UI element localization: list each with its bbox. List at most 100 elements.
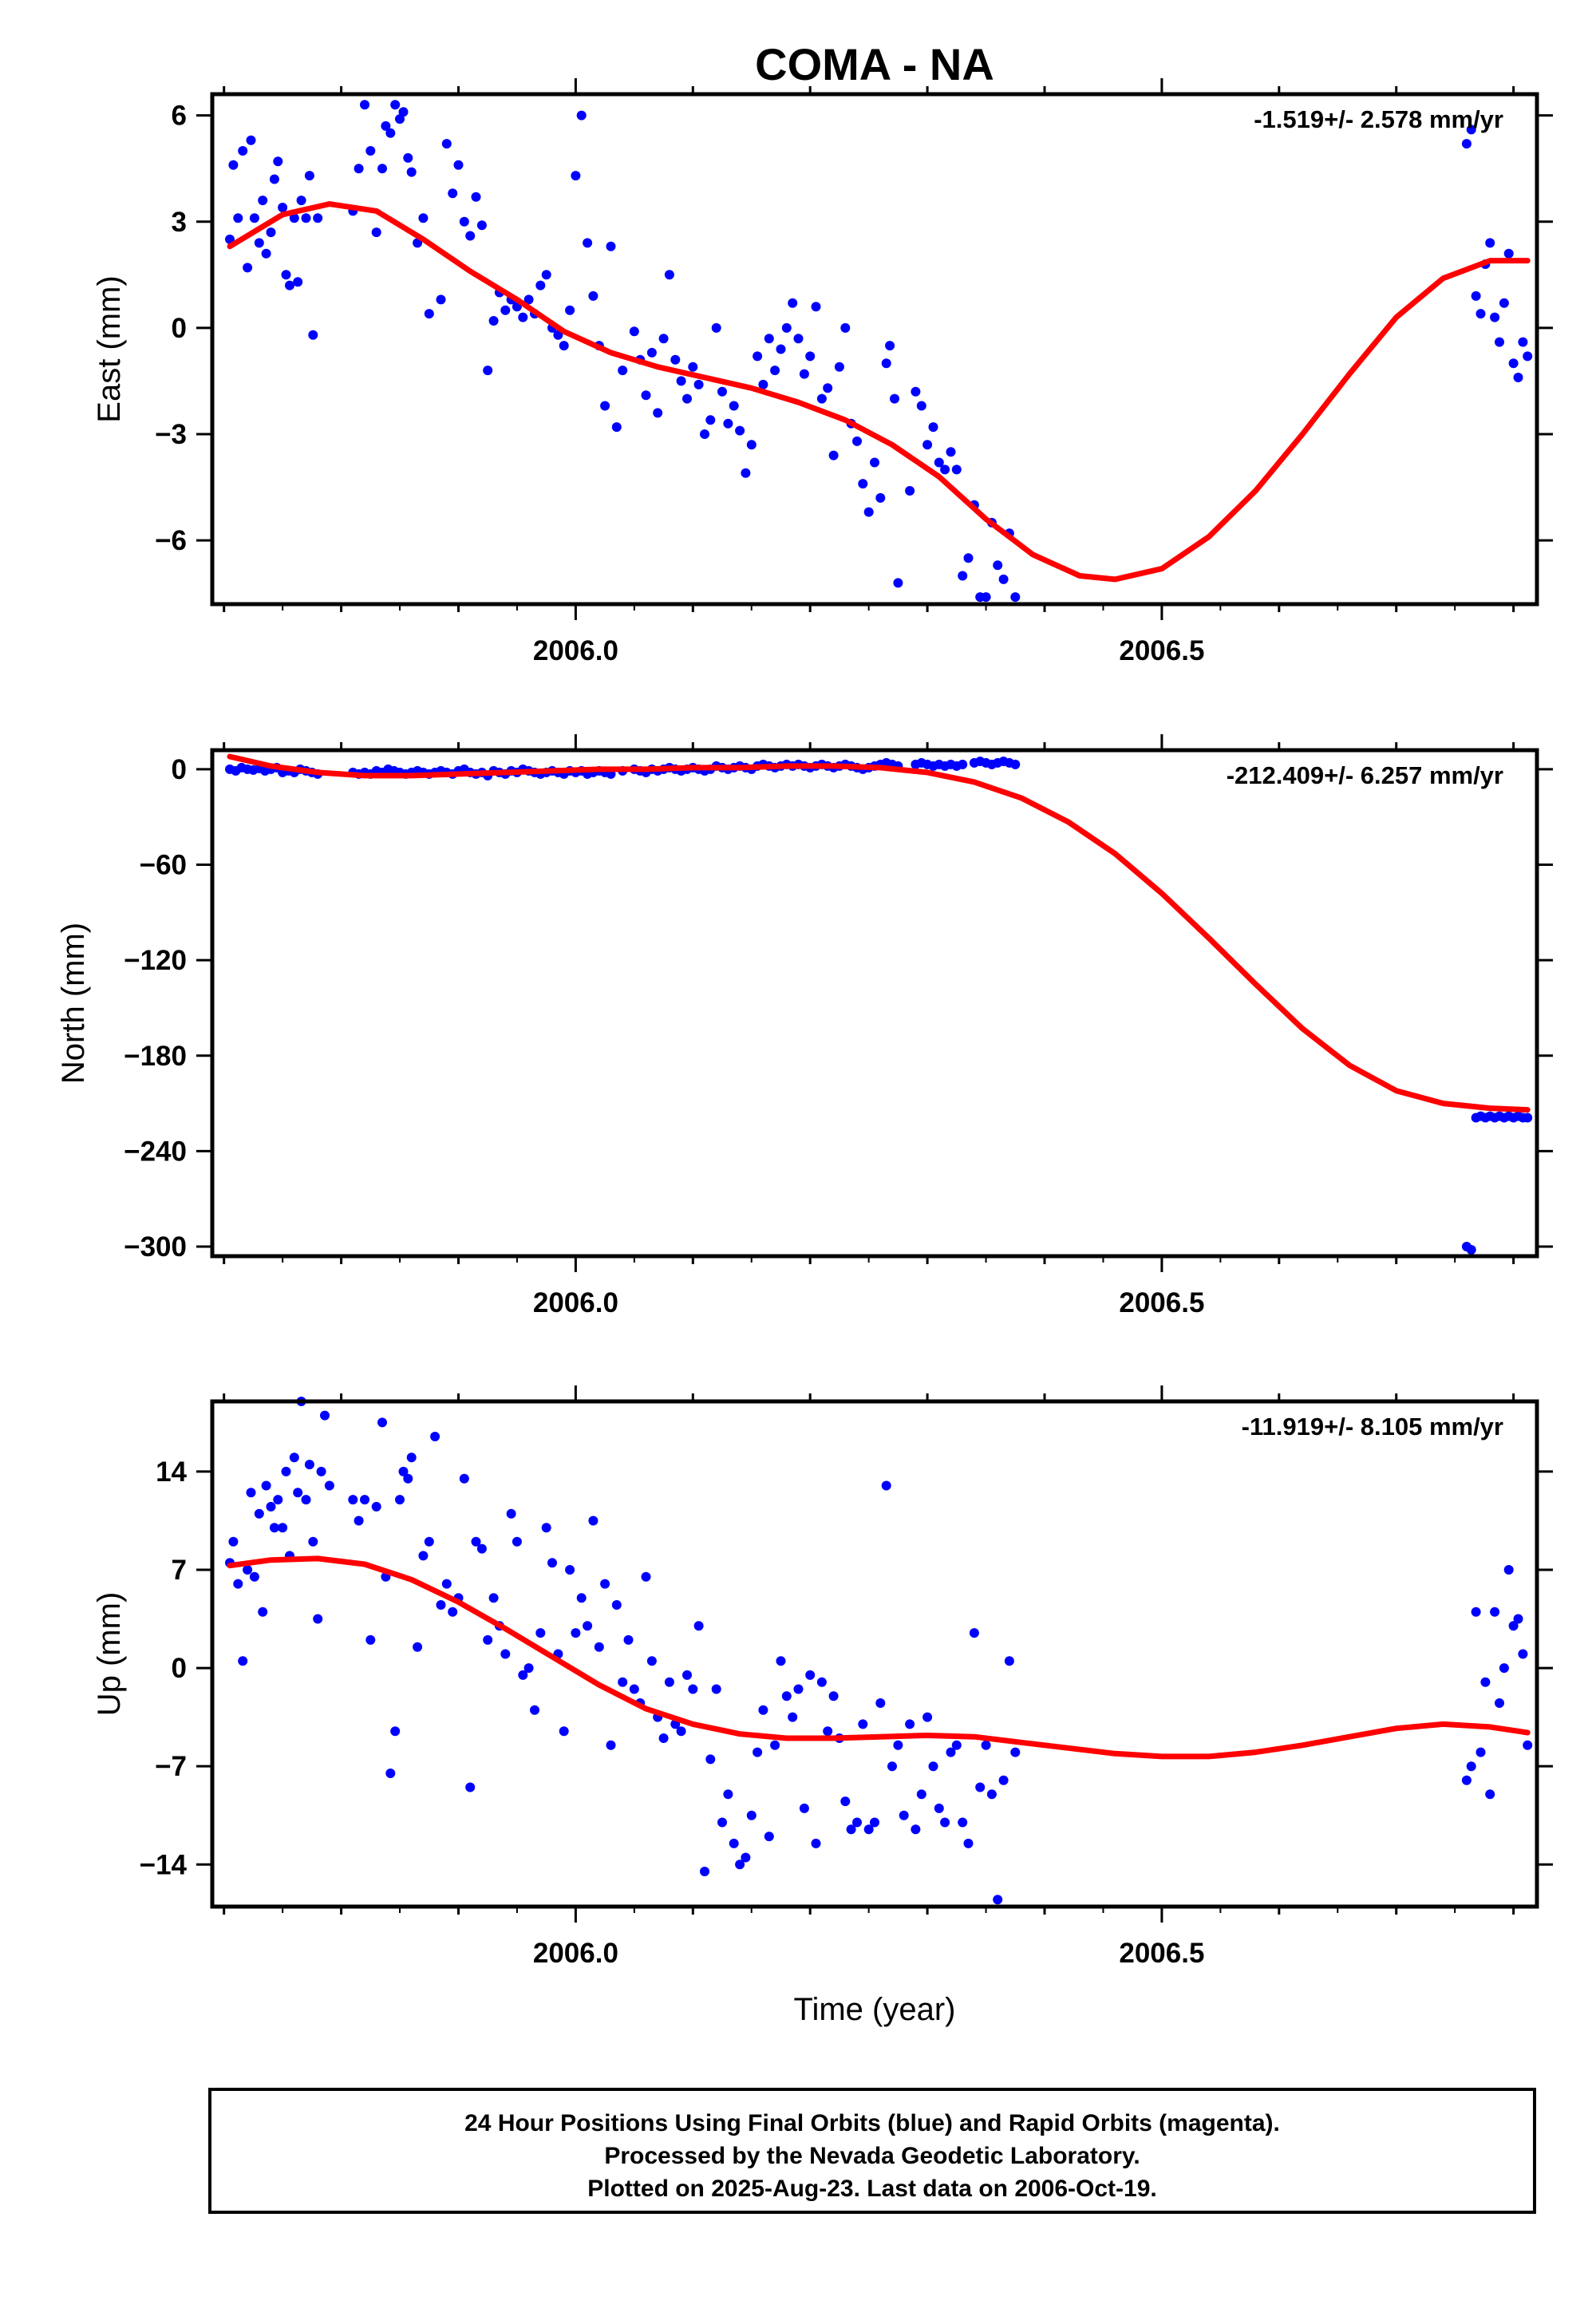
up-data-point (258, 1607, 268, 1617)
east-y-tick-label: −6 (155, 525, 187, 556)
east-data-point (518, 312, 528, 322)
east-data-point (741, 468, 751, 478)
up-data-point (693, 1621, 704, 1631)
east-data-point (228, 160, 239, 170)
east-data-point (588, 290, 598, 301)
up-data-point (398, 1466, 409, 1476)
east-data-point (1508, 358, 1519, 369)
up-data-point (946, 1747, 956, 1757)
east-data-point (875, 492, 886, 503)
east-data-point (354, 164, 364, 174)
up-data-point (729, 1838, 739, 1848)
up-plot-frame (210, 1399, 1539, 1909)
east-data-point (705, 415, 716, 425)
east-data-point (406, 167, 417, 177)
east-data-point (500, 305, 511, 315)
chart-title: COMA - NA (755, 39, 994, 89)
up-data-point (588, 1516, 598, 1526)
up-data-point (846, 1824, 856, 1835)
footer-line-2: Processed by the Nevada Geodetic Laborat… (604, 2143, 1140, 2169)
up-data-point (583, 1621, 593, 1631)
up-data-point (986, 1789, 997, 1800)
up-data-point (793, 1684, 804, 1694)
up-data-point (951, 1740, 962, 1750)
east-data-point (670, 354, 681, 365)
up-data-point (758, 1705, 768, 1715)
up-data-point (441, 1579, 452, 1589)
north-data-point (1523, 1113, 1533, 1123)
up-data-point (476, 1543, 487, 1554)
up-data-point (629, 1684, 639, 1694)
up-data-point (269, 1523, 279, 1533)
up-data-point (518, 1670, 528, 1680)
east-data-point (823, 383, 833, 393)
footer-line-1: 24 Hour Positions Using Final Orbits (bl… (464, 2110, 1280, 2136)
east-data-point (911, 386, 921, 397)
up-data-point (641, 1571, 651, 1582)
east-data-point (916, 401, 926, 411)
north-x-tick-label: 2006.5 (1119, 1287, 1204, 1318)
up-data-point (975, 1782, 986, 1792)
up-data-point (735, 1860, 745, 1870)
east-x-tick-label: 2006.5 (1119, 635, 1204, 666)
up-data-point (523, 1663, 534, 1674)
up-data-point (928, 1761, 938, 1772)
east-data-point (905, 486, 915, 496)
east-data-point (753, 351, 763, 362)
up-data-point (828, 1691, 839, 1701)
panels: 2006.0 2006.5 6 3 0 −3 −6 East (mm) -1.519+/- 2.… (56, 78, 1553, 2027)
east-data-point (1503, 248, 1514, 259)
east-data-point (476, 220, 487, 231)
up-data-point (228, 1536, 239, 1547)
up-data-point (863, 1824, 874, 1835)
up-data-point (313, 1614, 323, 1624)
up-data-point (1480, 1677, 1491, 1687)
east-data-point (805, 351, 816, 362)
east-data-point (934, 457, 944, 468)
east-data-point (571, 171, 581, 181)
up-data-point (1523, 1740, 1533, 1750)
up-data-point (753, 1747, 763, 1757)
up-data-point (811, 1838, 821, 1848)
east-data-point (1485, 238, 1495, 248)
east-data-point (465, 231, 476, 241)
up-data-point (348, 1495, 358, 1505)
east-data-point (377, 164, 387, 174)
up-data-point (805, 1670, 816, 1680)
east-data-point (840, 322, 851, 333)
up-data-point (308, 1536, 318, 1547)
up-data-point (360, 1495, 369, 1505)
up-data-point (238, 1656, 248, 1666)
up-x-axis-label: Time (year) (794, 1992, 956, 2027)
east-data-point (618, 366, 628, 376)
east-fit-line (227, 201, 1531, 583)
east-data-point (301, 213, 311, 223)
east-data-point (565, 305, 575, 315)
up-data-point (1499, 1663, 1509, 1674)
up-data-point (852, 1817, 862, 1828)
east-data-point (296, 196, 306, 206)
east-data-point (249, 213, 259, 223)
east-data-point (682, 393, 692, 404)
up-data-point (1461, 1775, 1472, 1785)
up-data-point (893, 1740, 903, 1750)
up-data-point (261, 1480, 271, 1491)
north-y-axis-label: North (mm) (56, 923, 91, 1084)
north-fit-line (227, 753, 1531, 1113)
up-data-point (371, 1501, 381, 1512)
east-data-point (993, 560, 1003, 571)
east-data-point (946, 447, 956, 457)
east-data-point (629, 326, 639, 337)
up-data-point (682, 1670, 692, 1680)
up-data-point (266, 1501, 276, 1512)
east-data-point (1518, 337, 1528, 347)
north-y-tick-label: −300 (124, 1231, 187, 1263)
up-data-point (424, 1536, 434, 1547)
east-data-point (441, 139, 452, 149)
east-data-point (717, 386, 727, 397)
east-data-point (233, 213, 243, 223)
east-x-tick-label: 2006.0 (533, 635, 618, 666)
north-data-point (958, 759, 968, 769)
up-data-point (535, 1628, 546, 1638)
